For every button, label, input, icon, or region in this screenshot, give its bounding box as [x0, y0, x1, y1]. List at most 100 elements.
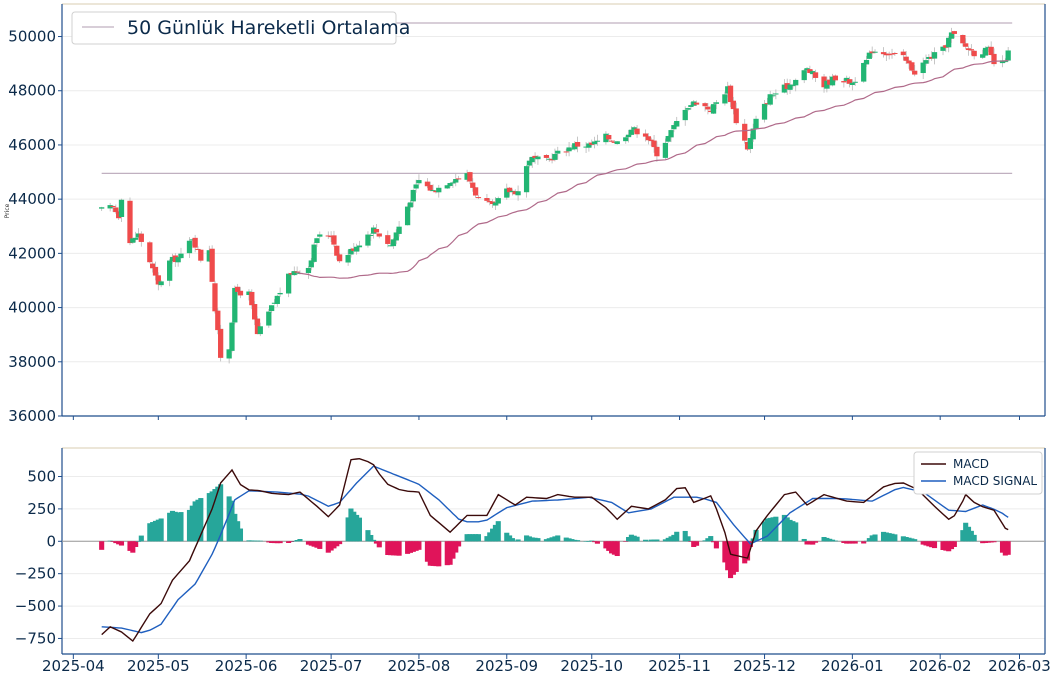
candle-up: [274, 295, 280, 304]
candle-up: [529, 156, 535, 163]
candle-down: [192, 237, 198, 248]
histogram-bar-positive: [643, 539, 649, 542]
candle-up: [175, 257, 181, 263]
candle-up: [526, 160, 533, 166]
histogram-bar-negative: [430, 541, 436, 566]
candle-up: [504, 188, 510, 198]
candle-up: [671, 125, 677, 130]
candle-up: [186, 240, 193, 254]
histogram-bar-positive: [821, 537, 827, 542]
candle-up: [158, 281, 164, 286]
histogram-bar-positive: [107, 540, 113, 542]
candle-up: [804, 68, 810, 71]
histogram-bar-positive: [668, 536, 674, 542]
histogram-bar-positive: [356, 517, 362, 542]
candle-down: [212, 283, 218, 312]
candle-up: [999, 60, 1006, 64]
histogram-bar-negative: [991, 541, 997, 543]
histogram-bar-negative: [948, 541, 955, 550]
histogram-bar-negative: [424, 541, 430, 562]
histogram-bar-negative: [433, 541, 439, 567]
candle-up: [810, 71, 816, 75]
histogram-bar-positive: [232, 513, 238, 542]
candle-up: [291, 271, 297, 276]
candle-down: [654, 146, 660, 157]
histogram-bar-positive: [473, 534, 479, 542]
candle-down: [764, 103, 771, 105]
candle-up: [829, 76, 836, 86]
price-legend: 50 Günlük Hareketli Ortalama: [71, 11, 410, 45]
histogram-bar-positive: [880, 531, 887, 542]
histogram-bar-positive: [175, 512, 181, 542]
histogram-bar-negative: [988, 541, 994, 543]
candle-down: [385, 235, 391, 244]
candle-up: [631, 127, 637, 130]
histogram-bar-positive: [863, 540, 870, 542]
histogram-bar-positive: [589, 540, 595, 542]
histogram-bar-positive: [192, 501, 198, 542]
histogram-bar-negative: [444, 541, 450, 566]
histogram-bar-negative: [943, 541, 949, 551]
macd-ytick-label: 500: [27, 468, 56, 486]
histogram-bar-negative: [133, 541, 139, 547]
histogram-bar-negative: [416, 541, 422, 550]
histogram-bar-negative: [127, 541, 133, 551]
candle-down: [906, 60, 912, 64]
histogram-bar-positive: [781, 514, 787, 542]
histogram-bar-positive: [152, 520, 159, 542]
candle-up: [436, 187, 442, 193]
histogram-bar-positive: [484, 536, 490, 542]
candle-down: [467, 172, 473, 182]
histogram-bar-positive: [206, 493, 212, 542]
candle-down: [543, 155, 550, 158]
histogram-bar-positive: [371, 539, 377, 542]
candle-up: [535, 156, 541, 160]
histogram-bar-negative: [725, 541, 731, 571]
candle-up: [348, 248, 354, 255]
histogram-bar-positive: [535, 538, 541, 542]
histogram-bar-positive: [297, 539, 303, 542]
candle-up: [555, 150, 561, 154]
histogram-bar-positive: [665, 537, 671, 542]
candle-up: [863, 59, 870, 65]
candle-down: [512, 191, 518, 195]
histogram-bar-negative: [405, 541, 411, 554]
candle-up: [603, 133, 609, 143]
histogram-bar-positive: [586, 541, 592, 542]
candle-up: [781, 84, 788, 93]
histogram-bar-positive: [291, 540, 297, 542]
candle-up: [453, 179, 459, 183]
histogram-bar-negative: [1005, 541, 1011, 555]
histogram-bar-positive: [903, 537, 909, 542]
xtick-label: 2026-03: [988, 657, 1050, 675]
histogram-bar-positive: [784, 517, 790, 542]
candle-up: [801, 70, 807, 81]
candle-up: [447, 183, 453, 186]
histogram-bar-negative: [946, 541, 952, 552]
histogram-bar-negative: [745, 541, 751, 561]
histogram-bar-positive: [158, 518, 164, 542]
candle-up: [665, 136, 671, 142]
histogram-bar-positive: [773, 516, 779, 542]
candle-down: [110, 205, 116, 207]
histogram-bar-negative: [742, 541, 748, 564]
histogram-bar-positive: [702, 540, 708, 542]
candle-down: [150, 263, 156, 269]
candle-up: [285, 273, 292, 294]
histogram-bar-positive: [257, 540, 263, 542]
candle-down: [702, 103, 708, 107]
histogram-bar-negative: [603, 541, 609, 549]
candle-down: [116, 211, 122, 219]
signal-legend-label: MACD SIGNAL: [953, 474, 1037, 488]
histogram-bar-positive: [215, 486, 221, 542]
histogram-bar-positive: [487, 532, 493, 542]
candle-up: [206, 250, 212, 262]
candle-up: [614, 141, 620, 145]
histogram-bar-positive: [827, 538, 833, 542]
candle-down: [489, 201, 496, 205]
histogram-bar-negative: [376, 541, 382, 548]
candle-up: [688, 105, 694, 107]
candle-up: [277, 292, 283, 295]
candle-down: [427, 184, 433, 191]
histogram-bar-positive: [960, 530, 966, 542]
